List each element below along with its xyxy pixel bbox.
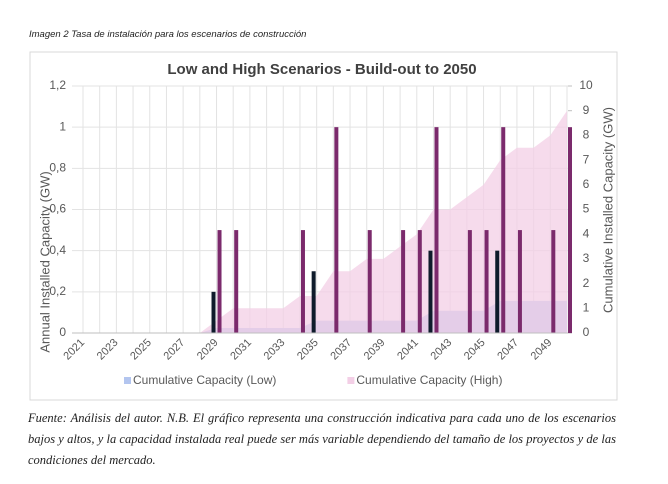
source-note: Fuente: Análisis del autor. N.B. El gráf…	[28, 411, 616, 467]
bar	[484, 230, 489, 333]
y2-tick-label: 5	[583, 202, 590, 216]
area	[83, 110, 567, 333]
y-tick-label: 1	[59, 119, 66, 133]
y2-tick-label: 8	[583, 128, 590, 142]
legend-label: Cumulative Capacity (Low)	[133, 373, 276, 387]
y-tick-label: 1,2	[49, 78, 66, 92]
bar	[517, 230, 522, 333]
bar	[367, 230, 372, 333]
y-tick-label: 0,2	[49, 284, 66, 298]
y2-tick-label: 10	[579, 78, 593, 92]
bar	[311, 271, 316, 333]
y2-tick-label: 2	[583, 276, 590, 290]
y2-tick-label: 7	[583, 152, 590, 166]
y-axis-title: Annual Installed Capacity (GW)	[37, 171, 52, 352]
bar	[501, 127, 506, 334]
y-tick-label: 0	[59, 325, 66, 339]
legend-swatch	[347, 377, 355, 384]
bar	[467, 230, 472, 333]
y2-tick-label: 3	[583, 251, 590, 265]
bar	[434, 127, 439, 334]
bar	[401, 230, 406, 333]
bar	[334, 127, 339, 334]
bar	[568, 127, 572, 334]
y2-tick-label: 1	[583, 300, 590, 314]
y2-tick-label: 6	[583, 177, 590, 191]
y2-tick-label: 4	[583, 226, 590, 240]
bar	[300, 230, 305, 333]
y2-axis-title: Cumulative Installed Capacity (GW)	[600, 107, 615, 313]
bar	[495, 250, 500, 333]
chart-title: Low and High Scenarios - Build-out to 20…	[167, 61, 476, 78]
y2-tick-label: 0	[583, 325, 590, 339]
bar	[211, 291, 216, 333]
legend-label: Cumulative Capacity (High)	[356, 373, 502, 387]
chart: Low and High Scenarios - Build-out to 20…	[29, 51, 618, 401]
bar	[417, 230, 422, 333]
bar	[234, 230, 239, 333]
bar	[551, 230, 556, 333]
bar	[428, 250, 433, 333]
legend-swatch	[124, 377, 131, 384]
y-tick-label: 0,4	[49, 243, 66, 257]
bar	[217, 230, 222, 333]
y2-tick-label: 9	[583, 103, 590, 117]
y-tick-label: 0,6	[49, 202, 66, 216]
caption: Imagen 2 Tasa de instalación para los es…	[29, 29, 307, 40]
y-tick-label: 0,8	[49, 161, 66, 175]
